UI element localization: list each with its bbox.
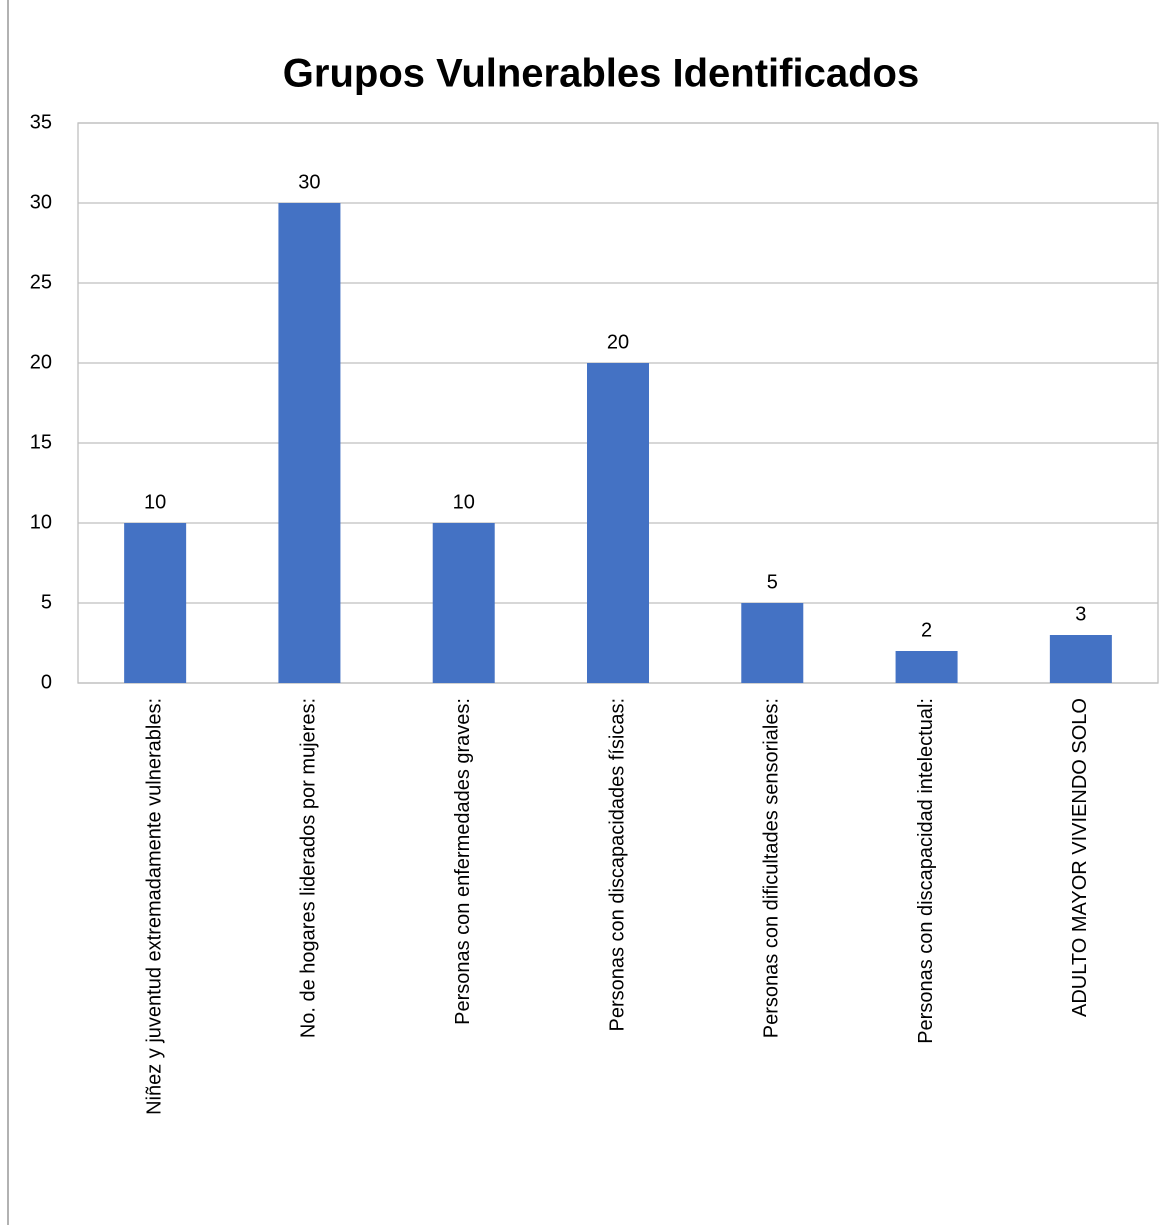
bar xyxy=(432,523,495,683)
y-tick-label: 25 xyxy=(30,271,52,293)
bar xyxy=(587,363,649,683)
data-label: 5 xyxy=(767,571,778,593)
x-tick-label: Personas con discapacidad intelectual: xyxy=(915,698,937,1044)
chart-title: Grupos Vulnerables Identificados xyxy=(283,52,919,96)
data-label: 30 xyxy=(298,171,320,193)
bar xyxy=(278,203,341,683)
data-label: 10 xyxy=(453,491,475,513)
y-tick-label: 30 xyxy=(30,191,52,213)
data-label: 2 xyxy=(921,619,932,641)
data-label: 3 xyxy=(1075,603,1086,625)
y-tick-label: 35 xyxy=(30,111,52,133)
y-tick-label: 10 xyxy=(30,511,52,533)
bar xyxy=(895,651,958,683)
x-tick-label: No. de hogares liderados por mujeres: xyxy=(298,698,320,1038)
y-tick-label: 0 xyxy=(41,671,52,693)
bar xyxy=(741,603,804,683)
x-tick-label: Personas con discapacidades físicas: xyxy=(606,698,628,1032)
data-label: 10 xyxy=(144,491,166,513)
data-label: 20 xyxy=(607,331,629,353)
y-tick-label: 5 xyxy=(41,591,52,613)
x-tick-label: Personas con dificultades sensoriales: xyxy=(761,698,783,1038)
bar xyxy=(1049,635,1112,683)
x-tick-label: ADULTO MAYOR VIVIENDO SOLO xyxy=(1069,698,1091,1017)
y-tick-label: 20 xyxy=(30,351,52,373)
x-tick-label: Niñez y juventud extremadamente vulnerab… xyxy=(143,698,165,1115)
y-tick-label: 15 xyxy=(30,431,52,453)
bar xyxy=(124,523,187,683)
x-tick-label: Personas con enfermedades graves: xyxy=(452,698,474,1025)
